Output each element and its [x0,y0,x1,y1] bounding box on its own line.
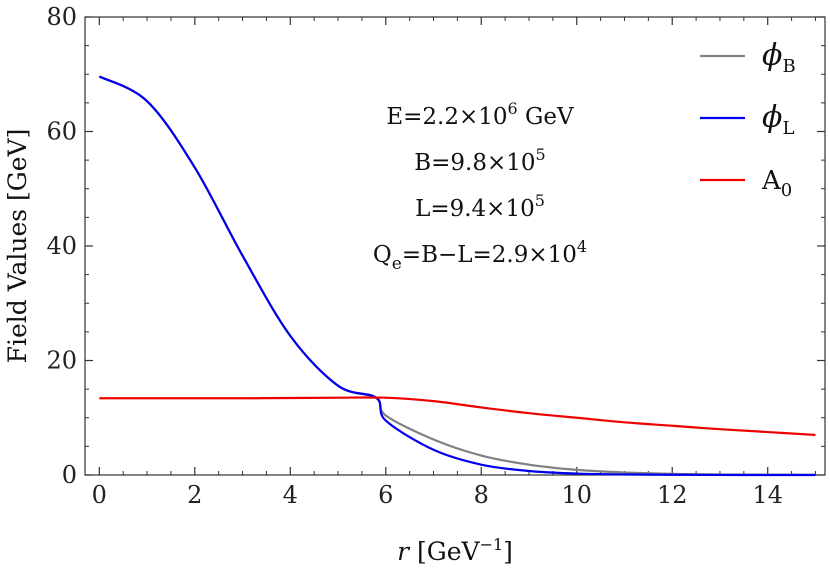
legend-label-3: A0 [761,166,792,201]
x-tick-label: 14 [752,481,783,509]
x-tick-label: 0 [92,481,107,509]
x-axis-title: r [GeV−1] [397,535,513,566]
series-lines [98,75,816,477]
series-line-3 [99,396,816,437]
annotation-line-3: L=9.4×105 [415,191,545,222]
axis-ticks: 0 2 4 6 8 10 12 14 0 20 40 60 80 [46,3,825,509]
legend-label-1: ϕB [762,38,796,77]
annotation-line-1: E=2.2×106 GeV [386,99,574,130]
x-tick-label: 2 [187,481,202,509]
y-axis-title: Field Values [GeV] [3,129,32,364]
axis-titles: r [GeV−1] Field Values [GeV] [3,129,513,566]
x-tick-label: 4 [283,481,298,509]
y-tick-label: 60 [46,118,77,146]
annotation-line-4: Qe=B−L=2.9×104 [373,237,587,274]
y-tick-label: 20 [46,347,77,375]
series-line-1 [98,75,816,476]
y-tick-label: 0 [62,461,77,489]
annotation-line-2: B=9.8×105 [414,145,545,176]
annotation-block: E=2.2×106 GeV B=9.8×105 L=9.4×105 Qe=B−L=2.… [373,99,587,274]
x-tick-label: 6 [378,481,393,509]
x-tick-label: 12 [657,481,688,509]
legend: ϕB ϕL A0 [700,38,796,201]
x-tick-label: 10 [561,481,592,509]
x-tick-label: 8 [474,481,489,509]
legend-label-2: ϕL [762,100,794,139]
y-tick-label: 40 [46,232,77,260]
y-tick-label: 80 [46,3,77,31]
series-line-2 [98,75,816,477]
